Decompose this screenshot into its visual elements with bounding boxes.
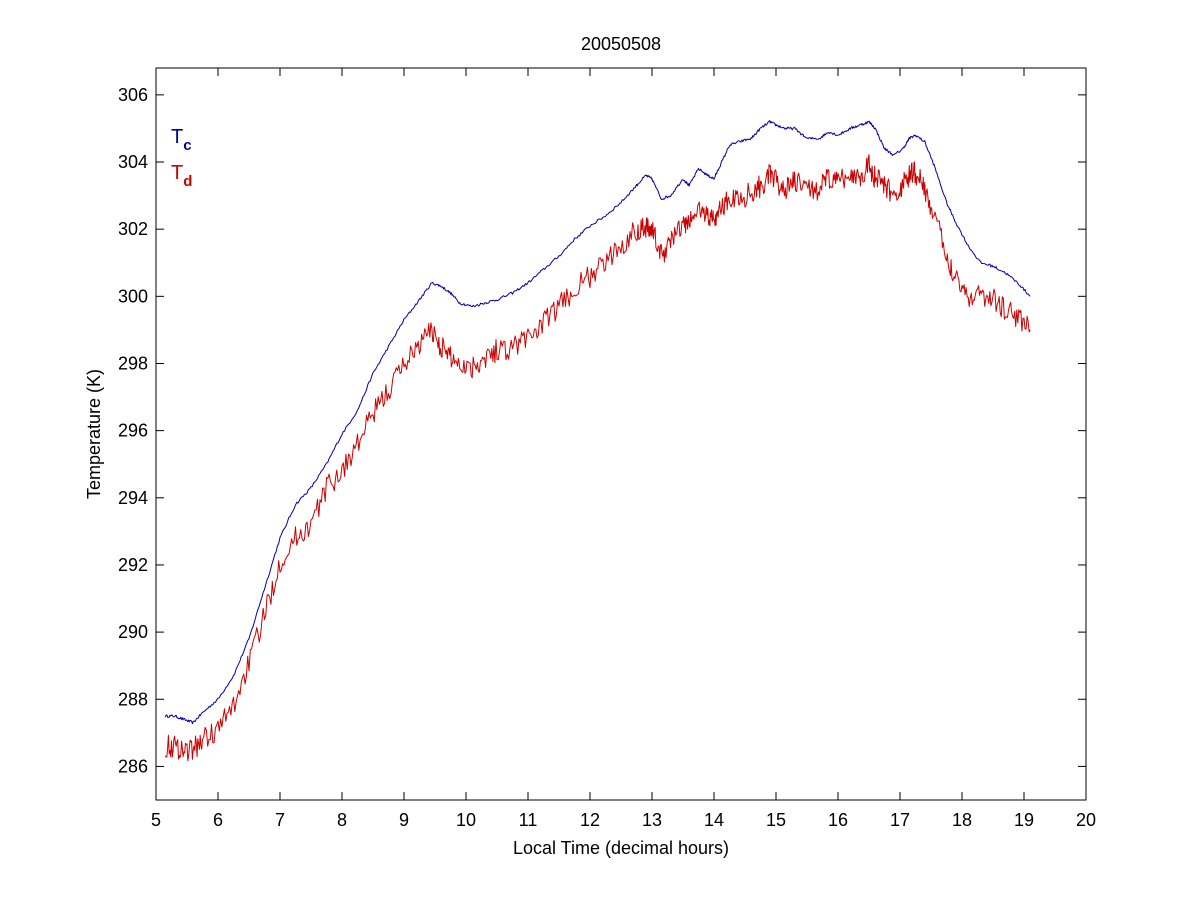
y-tick-label: 300 [118,286,148,306]
x-tick-label: 11 [519,810,538,830]
y-tick-label: 302 [118,219,148,239]
x-axis: 5 6 7 8 9 10 11 12 13 14 15 16 17 18 19 20 [151,68,1096,830]
y-tick-label: 288 [118,689,148,709]
y-tick-label: 296 [118,421,148,441]
x-tick-label: 14 [704,810,724,830]
x-tick-label: 13 [642,810,662,830]
x-tick-label: 16 [828,810,848,830]
x-tick-label: 5 [151,810,161,830]
x-tick-label: 8 [337,810,347,830]
legend-entry-td: Td [171,162,192,190]
legend-td-subscript: d [183,173,192,190]
legend-tc-symbol: T [171,126,183,148]
legend-td-symbol: T [171,162,183,184]
x-tick-label: 6 [213,810,223,830]
x-tick-label: 20 [1076,810,1096,830]
y-axis: 286 288 290 292 294 296 298 300 302 304 306 [118,85,1086,776]
x-tick-label: 17 [890,810,910,830]
y-tick-label: 290 [118,622,148,642]
legend-entry-tc: Tc [171,126,192,154]
y-tick-label: 304 [118,152,148,172]
chart-title: 20050508 [581,34,661,54]
x-tick-label: 19 [1014,810,1034,830]
x-tick-label: 18 [952,810,972,830]
y-axis-label: Temperature (K) [84,369,104,499]
series-line-tc [164,120,1031,725]
series-layer [164,120,1031,762]
y-tick-label: 306 [118,85,148,105]
x-tick-label: 15 [766,810,786,830]
legend-tc-subscript: c [183,137,191,154]
plot-area [155,67,1087,801]
y-tick-label: 294 [118,488,148,508]
y-tick-label: 298 [118,353,148,373]
series-line-td [164,154,1031,762]
x-tick-label: 9 [399,810,409,830]
y-tick-label: 286 [118,756,148,776]
legend: Tc Td [171,126,192,190]
x-tick-label: 10 [456,810,476,830]
x-tick-label: 7 [275,810,285,830]
x-tick-label: 12 [580,810,600,830]
y-tick-label: 292 [118,555,148,575]
x-axis-label: Local Time (decimal hours) [513,838,729,858]
